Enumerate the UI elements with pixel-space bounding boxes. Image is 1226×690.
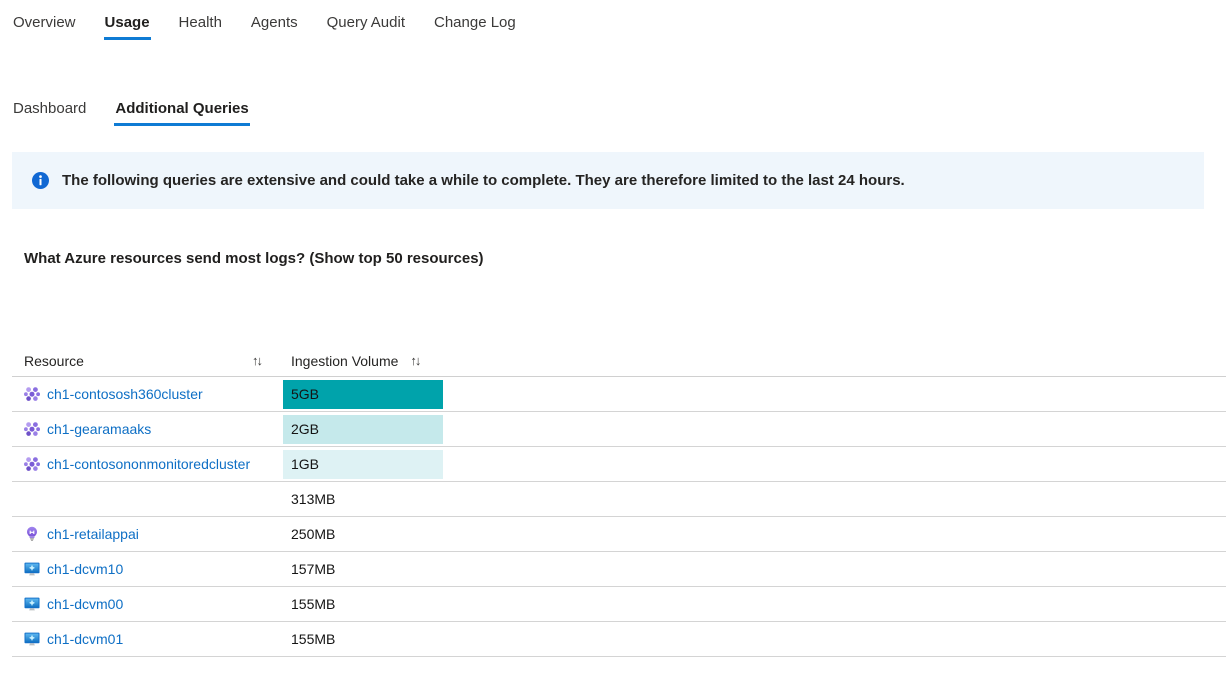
resource-cell: ch1-dcvm01 (12, 631, 278, 647)
resource-cell: ch1-contosononmonitoredcluster (12, 456, 278, 472)
ingestion-volume-cell: 1GB (283, 449, 443, 479)
table-row: ch1-retailappai 250MB (12, 517, 1226, 552)
table-body: ch1-contososh360cluster 5GB ch1-gearamaa… (12, 377, 1226, 657)
info-icon (32, 172, 49, 189)
ingestion-volume-cell: 157MB (291, 561, 336, 577)
table-row: ch1-dcvm10 157MB (12, 552, 1226, 587)
resource-cell: ch1-retailappai (12, 526, 278, 542)
resource-link[interactable]: ch1-retailappai (47, 526, 139, 542)
aks-cluster-icon (24, 456, 40, 472)
tab-label: Query Audit (326, 14, 405, 31)
resource-cell: ch1-dcvm10 (12, 561, 278, 577)
resource-cell: ch1-dcvm00 (12, 596, 278, 612)
results-table: Resource ↑↓ Ingestion Volume ↑↓ ch1-cont… (12, 345, 1226, 657)
ingestion-volume-cell: 155MB (291, 631, 336, 647)
tab-change-log[interactable]: Change Log (433, 12, 517, 40)
resource-link[interactable]: ch1-dcvm00 (47, 596, 124, 612)
tab-label: Agents (250, 14, 298, 31)
table-row: 313MB (12, 482, 1226, 517)
table-row: ch1-contosononmonitoredcluster 1GB (12, 447, 1226, 482)
ingestion-volume-cell: 5GB (283, 379, 443, 409)
tab-overview[interactable]: Overview (12, 12, 77, 40)
table-row: ch1-gearamaaks 2GB (12, 412, 1226, 447)
table-row: ch1-dcvm01 155MB (12, 622, 1226, 657)
ingestion-volume-cell: 313MB (291, 491, 336, 507)
tab-label: Change Log (434, 14, 516, 31)
ingestion-volume-cell: 155MB (291, 596, 336, 612)
tab-label: Health (178, 14, 222, 31)
resource-link[interactable]: ch1-contososh360cluster (47, 386, 203, 402)
ingestion-volume-cell: 2GB (283, 414, 443, 444)
resource-link[interactable]: ch1-gearamaaks (47, 421, 152, 437)
resource-link[interactable]: ch1-dcvm01 (47, 631, 124, 647)
tab-query-audit[interactable]: Query Audit (326, 12, 406, 40)
top-tab-bar: Overview Usage Health Agents Query Audit Chan… (0, 0, 1226, 40)
tab-agents[interactable]: Agents (250, 12, 299, 40)
vm-icon (24, 596, 40, 612)
table-row: ch1-contososh360cluster 5GB (12, 377, 1226, 412)
info-banner: The following queries are extensive and … (12, 152, 1204, 209)
vm-icon (24, 631, 40, 647)
subtab-additional-queries[interactable]: Additional Queries (114, 98, 250, 126)
tab-label: Additional Queries (115, 100, 249, 117)
tab-label: Usage (104, 14, 150, 31)
aks-cluster-icon (24, 386, 40, 402)
tab-label: Dashboard (13, 100, 87, 117)
table-header-row: Resource ↑↓ Ingestion Volume ↑↓ (12, 345, 1226, 377)
sort-icon[interactable]: ↑↓ (252, 353, 263, 368)
column-header-resource[interactable]: Resource ↑↓ (12, 353, 278, 369)
ingestion-volume-cell: 250MB (291, 526, 336, 542)
vm-icon (24, 561, 40, 577)
resource-link[interactable]: ch1-contosononmonitoredcluster (47, 456, 251, 472)
tab-usage[interactable]: Usage (103, 12, 151, 40)
column-header-ingestion-volume[interactable]: Ingestion Volume ↑↓ (283, 353, 443, 369)
query-heading: What Azure resources send most logs? (Sh… (24, 250, 484, 267)
table-row: ch1-dcvm00 155MB (12, 587, 1226, 622)
subtab-dashboard[interactable]: Dashboard (12, 98, 87, 126)
sort-icon[interactable]: ↑↓ (410, 353, 421, 368)
ingestion-volume-column-label: Ingestion Volume (291, 352, 399, 369)
resource-cell: ch1-contososh360cluster (12, 386, 278, 402)
resource-column-label: Resource (24, 352, 84, 369)
tab-health[interactable]: Health (178, 12, 223, 40)
resource-link[interactable]: ch1-dcvm10 (47, 561, 124, 577)
sub-tab-bar: Dashboard Additional Queries (0, 98, 1226, 126)
resource-cell: ch1-gearamaaks (12, 421, 278, 437)
aks-cluster-icon (24, 421, 40, 437)
banner-text: The following queries are extensive and … (62, 172, 905, 189)
lightbulb-icon (24, 526, 40, 542)
tab-label: Overview (13, 14, 76, 31)
